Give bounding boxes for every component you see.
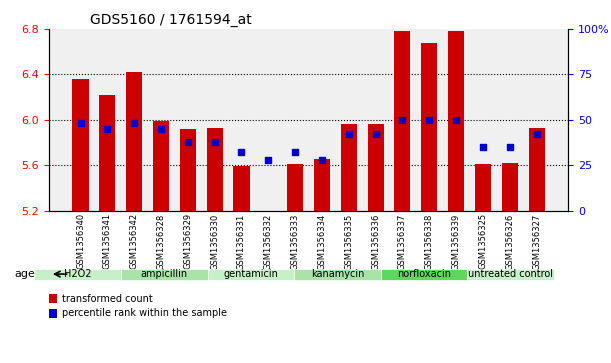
Point xyxy=(505,144,514,150)
Bar xyxy=(126,72,142,211)
Bar xyxy=(529,128,544,211)
Bar xyxy=(448,31,464,211)
Text: gentamicin: gentamicin xyxy=(224,269,278,279)
Point xyxy=(103,126,112,132)
Text: ampicillin: ampicillin xyxy=(141,269,188,279)
FancyBboxPatch shape xyxy=(121,269,208,280)
Point xyxy=(290,150,300,155)
Bar xyxy=(100,95,115,211)
Text: untreated control: untreated control xyxy=(468,269,553,279)
Point xyxy=(317,157,327,163)
Point xyxy=(156,126,166,132)
Bar xyxy=(341,124,357,211)
Text: transformed count: transformed count xyxy=(62,294,153,303)
Text: norfloxacin: norfloxacin xyxy=(397,269,451,279)
Point xyxy=(398,117,408,123)
Point xyxy=(263,157,273,163)
Bar xyxy=(233,166,249,211)
FancyBboxPatch shape xyxy=(34,269,121,280)
Bar xyxy=(180,129,196,211)
Point xyxy=(532,131,541,137)
Bar xyxy=(287,164,303,211)
Bar xyxy=(314,159,330,211)
Bar xyxy=(502,163,518,211)
Point xyxy=(76,121,86,126)
Point xyxy=(344,131,354,137)
FancyBboxPatch shape xyxy=(294,269,381,280)
Point xyxy=(183,139,192,144)
Text: kanamycin: kanamycin xyxy=(311,269,364,279)
Point xyxy=(130,121,139,126)
Bar xyxy=(368,124,384,211)
Point xyxy=(210,139,219,144)
Point xyxy=(236,150,246,155)
FancyBboxPatch shape xyxy=(208,269,294,280)
FancyBboxPatch shape xyxy=(381,269,467,280)
Point xyxy=(425,117,434,123)
Bar xyxy=(49,294,57,303)
Bar xyxy=(73,79,89,211)
Bar xyxy=(421,42,437,211)
Point xyxy=(478,144,488,150)
Bar xyxy=(207,128,223,211)
Bar xyxy=(475,164,491,211)
Bar xyxy=(153,121,169,211)
Text: percentile rank within the sample: percentile rank within the sample xyxy=(62,308,227,318)
Point xyxy=(371,131,381,137)
Bar xyxy=(260,211,276,213)
FancyBboxPatch shape xyxy=(467,269,554,280)
Point xyxy=(451,117,461,123)
Bar xyxy=(394,31,411,211)
Bar xyxy=(49,309,57,318)
Text: H2O2: H2O2 xyxy=(64,269,92,279)
Text: agent: agent xyxy=(14,269,46,279)
Text: GDS5160 / 1761594_at: GDS5160 / 1761594_at xyxy=(90,13,252,26)
